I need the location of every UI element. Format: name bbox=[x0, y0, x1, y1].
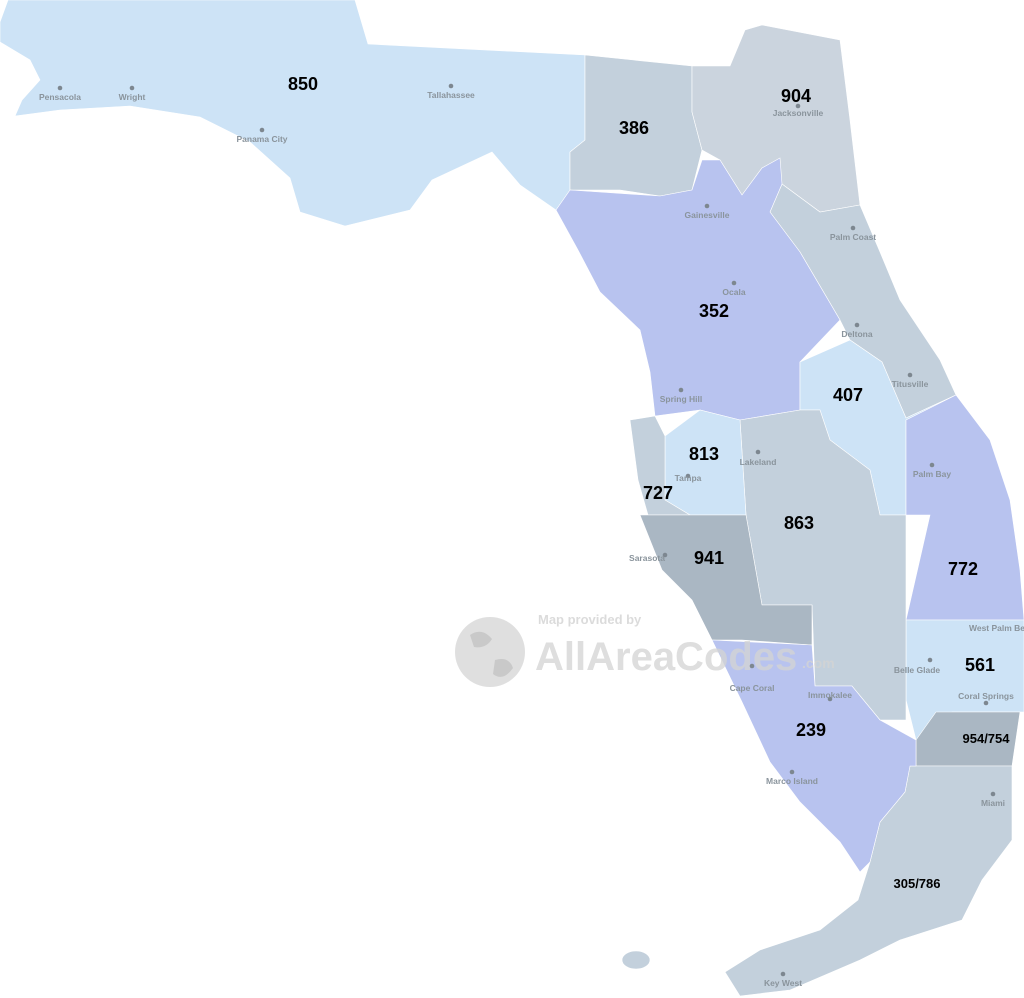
city-label: Spring Hill bbox=[660, 394, 703, 404]
city-label: Gainesville bbox=[685, 210, 730, 220]
city-marker-icon bbox=[678, 387, 684, 393]
city-label: Key West bbox=[764, 978, 802, 988]
city-label: Ocala bbox=[722, 287, 745, 297]
city-label: Wright bbox=[119, 92, 146, 102]
city-label: Lakeland bbox=[740, 457, 777, 467]
city-marker-icon bbox=[129, 85, 135, 91]
region-772[interactable] bbox=[905, 394, 1024, 621]
region-941[interactable] bbox=[639, 514, 813, 646]
city-label: Immokalee bbox=[808, 690, 852, 700]
area-code-label: 904 bbox=[781, 86, 811, 106]
city-label: Jacksonville bbox=[773, 108, 824, 118]
city-label: Marco Island bbox=[766, 776, 818, 786]
area-code-label: 727 bbox=[643, 483, 673, 503]
city-marker-icon bbox=[448, 83, 454, 89]
area-code-label: 352 bbox=[699, 301, 729, 321]
city-label: West Palm Be bbox=[969, 623, 1024, 633]
area-code-label: 941 bbox=[694, 548, 724, 568]
region-305-islet bbox=[621, 950, 651, 970]
city-label: Pensacola bbox=[39, 92, 81, 102]
city-label: Palm Bay bbox=[913, 469, 952, 479]
watermark-suffix: .com bbox=[802, 655, 835, 671]
city-label: Palm Coast bbox=[830, 232, 876, 242]
city-marker-icon bbox=[789, 769, 795, 775]
area-code-label: 772 bbox=[948, 559, 978, 579]
watermark-brand: AllAreaCodes bbox=[535, 635, 797, 679]
city-marker-icon bbox=[57, 85, 63, 91]
allareacodes-watermark: Map provided by AllAreaCodes .com bbox=[455, 612, 835, 687]
city-marker-icon bbox=[704, 203, 710, 209]
city-marker-icon bbox=[907, 372, 913, 378]
city-marker-icon bbox=[662, 552, 668, 558]
city-marker-icon bbox=[259, 127, 265, 133]
area-code-label: 386 bbox=[619, 118, 649, 138]
city-marker-icon bbox=[795, 103, 801, 109]
area-code-label: 813 bbox=[689, 444, 719, 464]
watermark-line1: Map provided by bbox=[538, 612, 642, 627]
city-marker-icon bbox=[983, 700, 989, 706]
city-marker-icon bbox=[780, 971, 786, 977]
city-marker-icon bbox=[927, 657, 933, 663]
city-label: Sarasota bbox=[629, 553, 665, 563]
city-marker-icon bbox=[854, 322, 860, 328]
city-marker-icon bbox=[749, 663, 755, 669]
region-850[interactable] bbox=[0, 0, 586, 227]
city-label: Tampa bbox=[675, 473, 702, 483]
region-239[interactable] bbox=[711, 639, 917, 873]
city-marker-icon bbox=[990, 791, 996, 797]
area-code-label: 954/754 bbox=[963, 731, 1011, 746]
city-label: Deltona bbox=[841, 329, 872, 339]
city-label: Belle Glade bbox=[894, 665, 941, 675]
area-code-label: 407 bbox=[833, 385, 863, 405]
area-code-label: 305/786 bbox=[894, 876, 941, 891]
region-352[interactable] bbox=[555, 157, 841, 421]
city-label: Cape Coral bbox=[730, 683, 775, 693]
city-marker-icon bbox=[929, 462, 935, 468]
city-marker-icon bbox=[827, 696, 833, 702]
city-label: Titusville bbox=[892, 379, 929, 389]
globe-logo-icon bbox=[455, 617, 525, 687]
area-code-label: 561 bbox=[965, 655, 995, 675]
city-label: Tallahassee bbox=[427, 90, 475, 100]
city-label: Coral Springs bbox=[958, 691, 1014, 701]
city-marker-icon bbox=[731, 280, 737, 286]
city-label: Panama City bbox=[236, 134, 287, 144]
region-727[interactable] bbox=[629, 415, 692, 516]
city-marker-icon bbox=[755, 449, 761, 455]
city-label: Miami bbox=[981, 798, 1005, 808]
city-marker-icon bbox=[685, 473, 691, 479]
area-code-label: 863 bbox=[784, 513, 814, 533]
area-code-label: 239 bbox=[796, 720, 826, 740]
area-code-label: 850 bbox=[288, 74, 318, 94]
city-marker-icon bbox=[850, 225, 856, 231]
